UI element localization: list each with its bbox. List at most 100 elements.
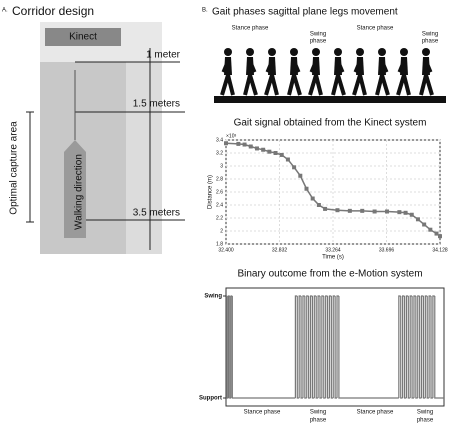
- walker-arm: [424, 59, 433, 73]
- data-point: [242, 142, 247, 147]
- walker-head: [356, 48, 364, 56]
- y-tick-label: 2.4: [216, 202, 223, 208]
- step-segment: [302, 295, 305, 398]
- step-segment: [434, 296, 444, 399]
- walker-head: [422, 48, 430, 56]
- chart-title: Binary outcome from the e-Motion system: [237, 269, 422, 280]
- step-segment: [306, 295, 309, 398]
- x-tick-label: 32.832: [272, 247, 288, 253]
- distance-label: 1.5 meters: [133, 99, 180, 110]
- walker-legs: [396, 74, 411, 96]
- y-tick-label: 3: [220, 163, 223, 169]
- data-point: [360, 208, 365, 213]
- phase-label-line2: phase: [310, 39, 327, 45]
- data-point: [236, 141, 241, 146]
- step-segment: [321, 295, 324, 398]
- walker-head: [268, 48, 276, 56]
- data-point: [285, 157, 290, 162]
- step-segment: [323, 296, 326, 399]
- walker-head: [224, 48, 232, 56]
- step-segment: [308, 296, 311, 399]
- step-segment: [407, 296, 411, 399]
- y-axis-label: Distance (m): [208, 175, 214, 209]
- phase-label: Swing: [422, 32, 438, 38]
- y-tick-label: Support: [199, 396, 222, 402]
- walker-arm: [221, 59, 230, 73]
- data-point: [292, 165, 297, 170]
- distance-label: 1 meter: [146, 50, 181, 61]
- y-tick-label: Swing: [204, 294, 222, 300]
- y-tick-label: 2: [220, 228, 223, 234]
- step-segment: [317, 295, 320, 398]
- step-segment: [420, 295, 424, 398]
- data-point: [438, 234, 442, 239]
- phase-label-line2: phase: [310, 418, 327, 424]
- y-tick-label: 2.6: [216, 189, 223, 195]
- step-segment: [415, 296, 418, 399]
- step-segment: [428, 295, 432, 398]
- data-point: [224, 141, 228, 146]
- distance-label: 3.5 meters: [133, 208, 180, 219]
- step-segment: [409, 295, 413, 398]
- data-point: [428, 227, 433, 232]
- phase-label-line2: phase: [417, 418, 434, 424]
- step-segment: [325, 295, 328, 398]
- data-point: [384, 209, 389, 214]
- phase-label: Swing: [417, 410, 433, 416]
- y-tick-label: 2.8: [216, 176, 223, 182]
- data-point: [434, 231, 439, 236]
- step-segment: [422, 296, 426, 399]
- step-segment: [336, 295, 339, 398]
- x-axis-label: Time (s): [322, 255, 344, 261]
- phase-label: Swing: [310, 32, 326, 38]
- kinect-box: [45, 28, 121, 46]
- walk-label: Walking direction: [74, 154, 85, 230]
- step-segment: [311, 296, 315, 399]
- walker-arm: [380, 59, 389, 73]
- walker-legs: [352, 74, 367, 96]
- walker-arm: [248, 59, 257, 73]
- step-segment: [313, 295, 317, 398]
- data-point: [335, 208, 340, 213]
- walker-arm: [309, 59, 318, 73]
- kinect-label: Kinect: [69, 32, 97, 43]
- step-segment: [304, 296, 307, 399]
- walk-arrow: [64, 140, 86, 238]
- walker-legs: [287, 74, 302, 96]
- walker-legs: [375, 74, 390, 96]
- data-point: [267, 149, 272, 154]
- walker-arm: [397, 59, 406, 73]
- walker-legs: [419, 74, 434, 96]
- step-segment: [315, 296, 319, 399]
- step-segment: [413, 295, 416, 398]
- step-segment: [231, 296, 296, 399]
- data-point: [310, 196, 315, 201]
- walker-head: [378, 48, 386, 56]
- step-segment: [298, 295, 302, 398]
- data-point: [316, 203, 321, 207]
- step-segment: [411, 296, 414, 399]
- walker-legs: [220, 74, 235, 96]
- panel-label: A.: [2, 8, 8, 14]
- ground: [214, 96, 446, 103]
- step-segment: [300, 296, 303, 399]
- walker-arm: [353, 59, 362, 73]
- phase-label-line2: phase: [422, 39, 439, 45]
- step-segment: [398, 295, 401, 398]
- step-segment: [430, 296, 433, 399]
- step-segment: [319, 296, 322, 399]
- step-segment: [326, 296, 330, 399]
- walker-legs: [308, 74, 323, 96]
- walker-head: [334, 48, 342, 56]
- x-tick-label: 34.128: [432, 247, 448, 253]
- data-point: [279, 152, 284, 157]
- walker-legs: [243, 74, 258, 96]
- step-segment: [309, 295, 313, 398]
- panel-title: Corridor design: [12, 4, 94, 18]
- data-point: [403, 210, 408, 215]
- step-segment: [400, 296, 403, 399]
- data-point: [273, 151, 278, 155]
- data-point: [347, 208, 352, 213]
